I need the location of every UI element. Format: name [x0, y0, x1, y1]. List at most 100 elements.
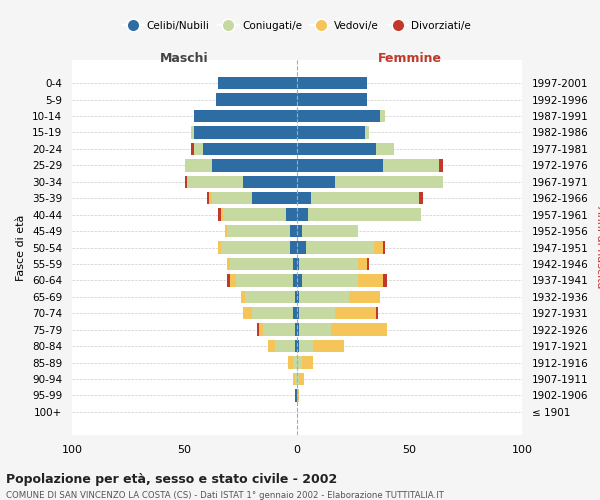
Legend: Celibi/Nubili, Coniugati/e, Vedovi/e, Divorziati/e: Celibi/Nubili, Coniugati/e, Vedovi/e, Di…: [119, 16, 475, 35]
Bar: [227, 258, 229, 270]
Bar: [299, 258, 358, 270]
Bar: [365, 126, 369, 138]
Bar: [297, 126, 365, 138]
Bar: [297, 258, 299, 270]
Bar: [297, 192, 311, 204]
Bar: [275, 340, 295, 352]
Bar: [297, 290, 299, 303]
Y-axis label: Fasce di età: Fasce di età: [16, 214, 26, 280]
Bar: [297, 373, 299, 385]
Bar: [185, 159, 212, 172]
Bar: [209, 192, 212, 204]
Bar: [227, 274, 229, 286]
Bar: [185, 176, 187, 188]
Bar: [268, 340, 275, 352]
Bar: [191, 126, 193, 138]
Bar: [295, 340, 297, 352]
Bar: [295, 389, 297, 402]
Bar: [376, 307, 378, 320]
Bar: [221, 242, 290, 254]
Bar: [243, 176, 297, 188]
Text: COMUNE DI SAN VINCENZO LA COSTA (CS) - Dati ISTAT 1° gennaio 2002 - Elaborazione: COMUNE DI SAN VINCENZO LA COSTA (CS) - D…: [6, 491, 444, 500]
Bar: [290, 242, 297, 254]
Bar: [187, 176, 243, 188]
Bar: [373, 242, 383, 254]
Bar: [299, 307, 335, 320]
Bar: [299, 340, 313, 352]
Bar: [297, 324, 299, 336]
Bar: [308, 208, 421, 221]
Bar: [297, 94, 367, 106]
Bar: [297, 340, 299, 352]
Bar: [243, 307, 252, 320]
Bar: [299, 324, 331, 336]
Bar: [212, 192, 252, 204]
Bar: [302, 225, 358, 237]
Bar: [311, 192, 419, 204]
Bar: [293, 373, 295, 385]
Bar: [212, 159, 297, 172]
Bar: [229, 258, 293, 270]
Bar: [376, 143, 394, 155]
Bar: [218, 208, 221, 221]
Bar: [335, 307, 376, 320]
Bar: [218, 242, 221, 254]
Bar: [227, 225, 290, 237]
Bar: [193, 110, 297, 122]
Bar: [299, 290, 349, 303]
Bar: [297, 77, 367, 90]
Bar: [297, 242, 306, 254]
Bar: [297, 225, 302, 237]
Bar: [259, 324, 263, 336]
Text: Maschi: Maschi: [160, 52, 209, 65]
Bar: [263, 324, 295, 336]
Bar: [383, 242, 385, 254]
Bar: [299, 373, 304, 385]
Bar: [191, 143, 193, 155]
Bar: [358, 274, 383, 286]
Bar: [225, 225, 227, 237]
Bar: [293, 274, 297, 286]
Bar: [288, 356, 293, 368]
Bar: [302, 356, 313, 368]
Bar: [295, 290, 297, 303]
Bar: [297, 208, 308, 221]
Bar: [241, 290, 245, 303]
Bar: [335, 176, 443, 188]
Bar: [293, 356, 297, 368]
Bar: [193, 143, 203, 155]
Bar: [383, 159, 439, 172]
Text: Popolazione per età, sesso e stato civile - 2002: Popolazione per età, sesso e stato civil…: [6, 472, 337, 486]
Bar: [297, 176, 335, 188]
Bar: [367, 258, 369, 270]
Bar: [419, 192, 423, 204]
Bar: [349, 290, 380, 303]
Bar: [306, 242, 373, 254]
Bar: [297, 159, 383, 172]
Bar: [218, 77, 297, 90]
Bar: [245, 290, 295, 303]
Bar: [380, 110, 385, 122]
Bar: [297, 356, 302, 368]
Bar: [203, 143, 297, 155]
Bar: [257, 324, 259, 336]
Bar: [216, 94, 297, 106]
Y-axis label: Anni di nascita: Anni di nascita: [595, 206, 600, 289]
Bar: [290, 225, 297, 237]
Bar: [207, 192, 209, 204]
Bar: [295, 324, 297, 336]
Bar: [297, 143, 376, 155]
Bar: [358, 258, 367, 270]
Bar: [313, 340, 344, 352]
Bar: [229, 274, 236, 286]
Bar: [293, 307, 297, 320]
Bar: [331, 324, 387, 336]
Text: Femmine: Femmine: [377, 52, 442, 65]
Bar: [439, 159, 443, 172]
Bar: [223, 208, 286, 221]
Bar: [293, 258, 297, 270]
Bar: [297, 389, 299, 402]
Bar: [302, 274, 358, 286]
Bar: [295, 373, 297, 385]
Bar: [252, 192, 297, 204]
